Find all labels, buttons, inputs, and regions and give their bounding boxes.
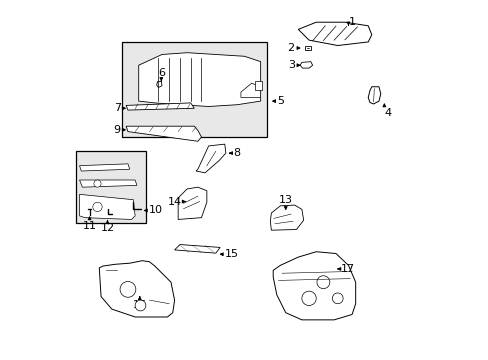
Text: 5: 5	[276, 96, 283, 106]
Polygon shape	[156, 81, 162, 87]
Polygon shape	[126, 103, 194, 110]
Text: 10: 10	[148, 206, 162, 216]
Polygon shape	[270, 205, 303, 230]
Polygon shape	[300, 62, 312, 68]
Circle shape	[332, 293, 343, 304]
Polygon shape	[174, 244, 220, 253]
Polygon shape	[139, 53, 260, 107]
Circle shape	[316, 276, 329, 289]
Circle shape	[93, 202, 102, 212]
Circle shape	[135, 300, 145, 311]
Bar	[76, 151, 145, 223]
Text: 11: 11	[82, 221, 97, 231]
Text: 3: 3	[287, 60, 294, 70]
Text: 1: 1	[348, 17, 355, 27]
Polygon shape	[178, 187, 206, 220]
Polygon shape	[367, 87, 380, 104]
Polygon shape	[196, 144, 225, 173]
Text: 7: 7	[113, 103, 121, 113]
Polygon shape	[241, 83, 260, 98]
Polygon shape	[99, 261, 174, 317]
Polygon shape	[80, 194, 135, 220]
Circle shape	[120, 282, 136, 297]
Polygon shape	[305, 46, 310, 50]
Text: 8: 8	[233, 148, 240, 158]
Polygon shape	[273, 252, 355, 320]
Text: 2: 2	[287, 43, 294, 53]
Polygon shape	[80, 164, 129, 171]
Polygon shape	[126, 126, 201, 141]
Circle shape	[94, 180, 101, 187]
Circle shape	[301, 291, 316, 306]
Text: 16: 16	[133, 300, 146, 310]
Text: 12: 12	[100, 223, 114, 233]
Text: 14: 14	[167, 197, 182, 207]
Text: 4: 4	[384, 108, 391, 118]
Polygon shape	[255, 81, 261, 90]
Text: 6: 6	[158, 68, 164, 78]
Text: 15: 15	[224, 249, 238, 259]
Text: 9: 9	[113, 125, 121, 135]
Bar	[122, 42, 266, 137]
Polygon shape	[80, 180, 137, 187]
Polygon shape	[298, 22, 371, 45]
Text: 13: 13	[278, 195, 292, 205]
Text: 17: 17	[341, 264, 355, 274]
